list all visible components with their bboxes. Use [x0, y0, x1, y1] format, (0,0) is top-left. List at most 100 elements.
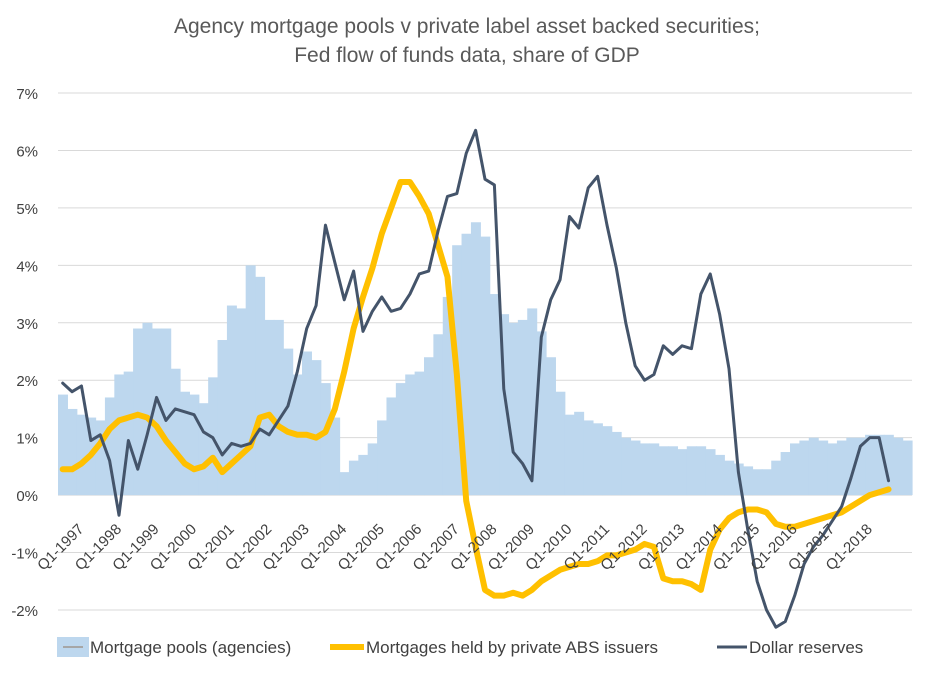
bar-mortgage-pools: [658, 446, 669, 496]
bar-mortgage-pools: [58, 394, 68, 496]
bar-mortgage-pools: [273, 319, 284, 496]
y-tick-label: 3%: [16, 316, 38, 333]
bar-mortgage-pools: [790, 443, 800, 496]
bar-mortgage-pools: [367, 443, 378, 496]
legend-label-abs: Mortgages held by private ABS issuers: [366, 638, 658, 657]
chart-title-line-1: Agency mortgage pools v private label as…: [174, 15, 760, 38]
bar-mortgage-pools: [761, 469, 772, 496]
bar-mortgage-pools: [151, 328, 162, 496]
bar-mortgage-pools: [161, 328, 172, 496]
bar-mortgage-pools: [602, 426, 613, 496]
bar-mortgage-pools: [424, 357, 434, 496]
mortgage-pools-bars: [58, 222, 913, 496]
legend-label-mortgage-pools: Mortgage pools (agencies): [90, 638, 291, 657]
bar-mortgage-pools: [874, 434, 885, 496]
bar-mortgage-pools: [114, 374, 125, 496]
bar-mortgage-pools: [264, 319, 275, 496]
bar-mortgage-pools: [527, 308, 538, 496]
bar-mortgage-pools: [517, 319, 528, 496]
bar-mortgage-pools: [377, 420, 388, 496]
bar-mortgage-pools: [583, 420, 594, 496]
bar-mortgage-pools: [180, 391, 190, 496]
bar-mortgage-pools: [104, 397, 115, 496]
bar-mortgage-pools: [320, 383, 331, 496]
bar-mortgage-pools: [705, 449, 716, 496]
bar-mortgage-pools: [236, 308, 247, 496]
bar-mortgage-pools: [489, 294, 500, 496]
y-tick-label: -1%: [11, 546, 38, 563]
bar-mortgage-pools: [649, 443, 660, 496]
bar-mortgage-pools: [405, 374, 416, 496]
bar-mortgage-pools: [170, 368, 181, 496]
bar-mortgage-pools: [123, 371, 134, 496]
bar-mortgage-pools: [508, 322, 519, 496]
bar-mortgage-pools: [461, 233, 472, 496]
bar-mortgage-pools: [714, 454, 725, 496]
bar-mortgage-pools: [752, 469, 763, 496]
bar-mortgage-pools: [198, 403, 209, 496]
bar-mortgage-pools: [865, 434, 876, 496]
bar-mortgage-pools: [226, 305, 237, 496]
bar-mortgage-pools: [283, 348, 294, 496]
y-axis-tick-labels: -2% -1% 0% 1% 2% 3% 4% 5% 6% 7%: [11, 86, 38, 620]
bar-mortgage-pools: [836, 440, 847, 496]
bar-mortgage-pools: [217, 340, 228, 496]
bar-mortgage-pools: [348, 460, 359, 496]
bar-mortgage-pools: [686, 446, 697, 496]
y-tick-label: 4%: [16, 258, 38, 275]
y-tick-label: 2%: [16, 373, 38, 390]
bar-mortgage-pools: [799, 440, 810, 496]
legend-label-reserves: Dollar reserves: [749, 638, 863, 657]
y-tick-label: 6%: [16, 143, 38, 160]
bar-mortgage-pools: [499, 314, 510, 496]
bar-mortgage-pools: [630, 440, 641, 496]
bar-mortgage-pools: [855, 437, 866, 496]
bar-mortgage-pools: [555, 391, 566, 496]
y-tick-label: 5%: [16, 201, 38, 218]
bar-mortgage-pools: [668, 446, 678, 496]
bar-mortgage-pools: [339, 472, 350, 496]
bar-mortgage-pools: [677, 449, 688, 496]
bar-mortgage-pools: [414, 371, 425, 496]
bar-mortgage-pools: [470, 222, 481, 496]
bar-mortgage-pools: [780, 452, 791, 496]
bar-mortgage-pools: [189, 394, 200, 496]
bar-mortgage-pools: [255, 276, 266, 496]
bar-mortgage-pools: [442, 296, 453, 496]
bar-mortgage-pools: [893, 437, 904, 496]
chart-title-line-2: Fed flow of funds data, share of GDP: [294, 44, 640, 67]
bar-mortgage-pools: [330, 417, 341, 496]
bar-mortgage-pools: [395, 383, 406, 496]
bar-mortgage-pools: [433, 334, 444, 496]
bar-mortgage-pools: [621, 437, 632, 496]
bar-mortgage-pools: [724, 460, 735, 496]
bar-mortgage-pools: [611, 431, 622, 496]
legend: Mortgage pools (agencies) Mortgages held…: [57, 637, 863, 657]
bar-mortgage-pools: [808, 437, 819, 496]
bar-mortgage-pools: [902, 440, 913, 496]
series-lines: [59, 128, 892, 629]
bar-mortgage-pools: [574, 411, 585, 496]
bar-mortgage-pools: [76, 414, 87, 496]
bar-mortgage-pools: [846, 437, 857, 496]
bar-mortgage-pools: [771, 460, 782, 496]
bar-mortgage-pools: [818, 440, 829, 496]
bar-mortgage-pools: [95, 420, 106, 496]
bar-mortgage-pools: [883, 434, 894, 496]
y-tick-label: 0%: [16, 488, 38, 505]
y-tick-label: 1%: [16, 431, 38, 448]
bar-mortgage-pools: [358, 454, 369, 496]
bar-mortgage-pools: [302, 351, 312, 496]
y-tick-label: -2%: [11, 603, 38, 620]
bar-mortgage-pools: [639, 443, 650, 496]
bar-mortgage-pools: [311, 360, 322, 496]
bar-mortgage-pools: [536, 331, 547, 496]
bar-mortgage-pools: [480, 236, 491, 496]
bar-mortgage-pools: [827, 443, 838, 496]
bar-mortgage-pools: [142, 322, 153, 496]
y-tick-label: 7%: [16, 86, 38, 103]
bar-mortgage-pools: [245, 265, 256, 496]
bar-mortgage-pools: [386, 397, 397, 496]
line-dollar-reserves: [61, 128, 891, 629]
